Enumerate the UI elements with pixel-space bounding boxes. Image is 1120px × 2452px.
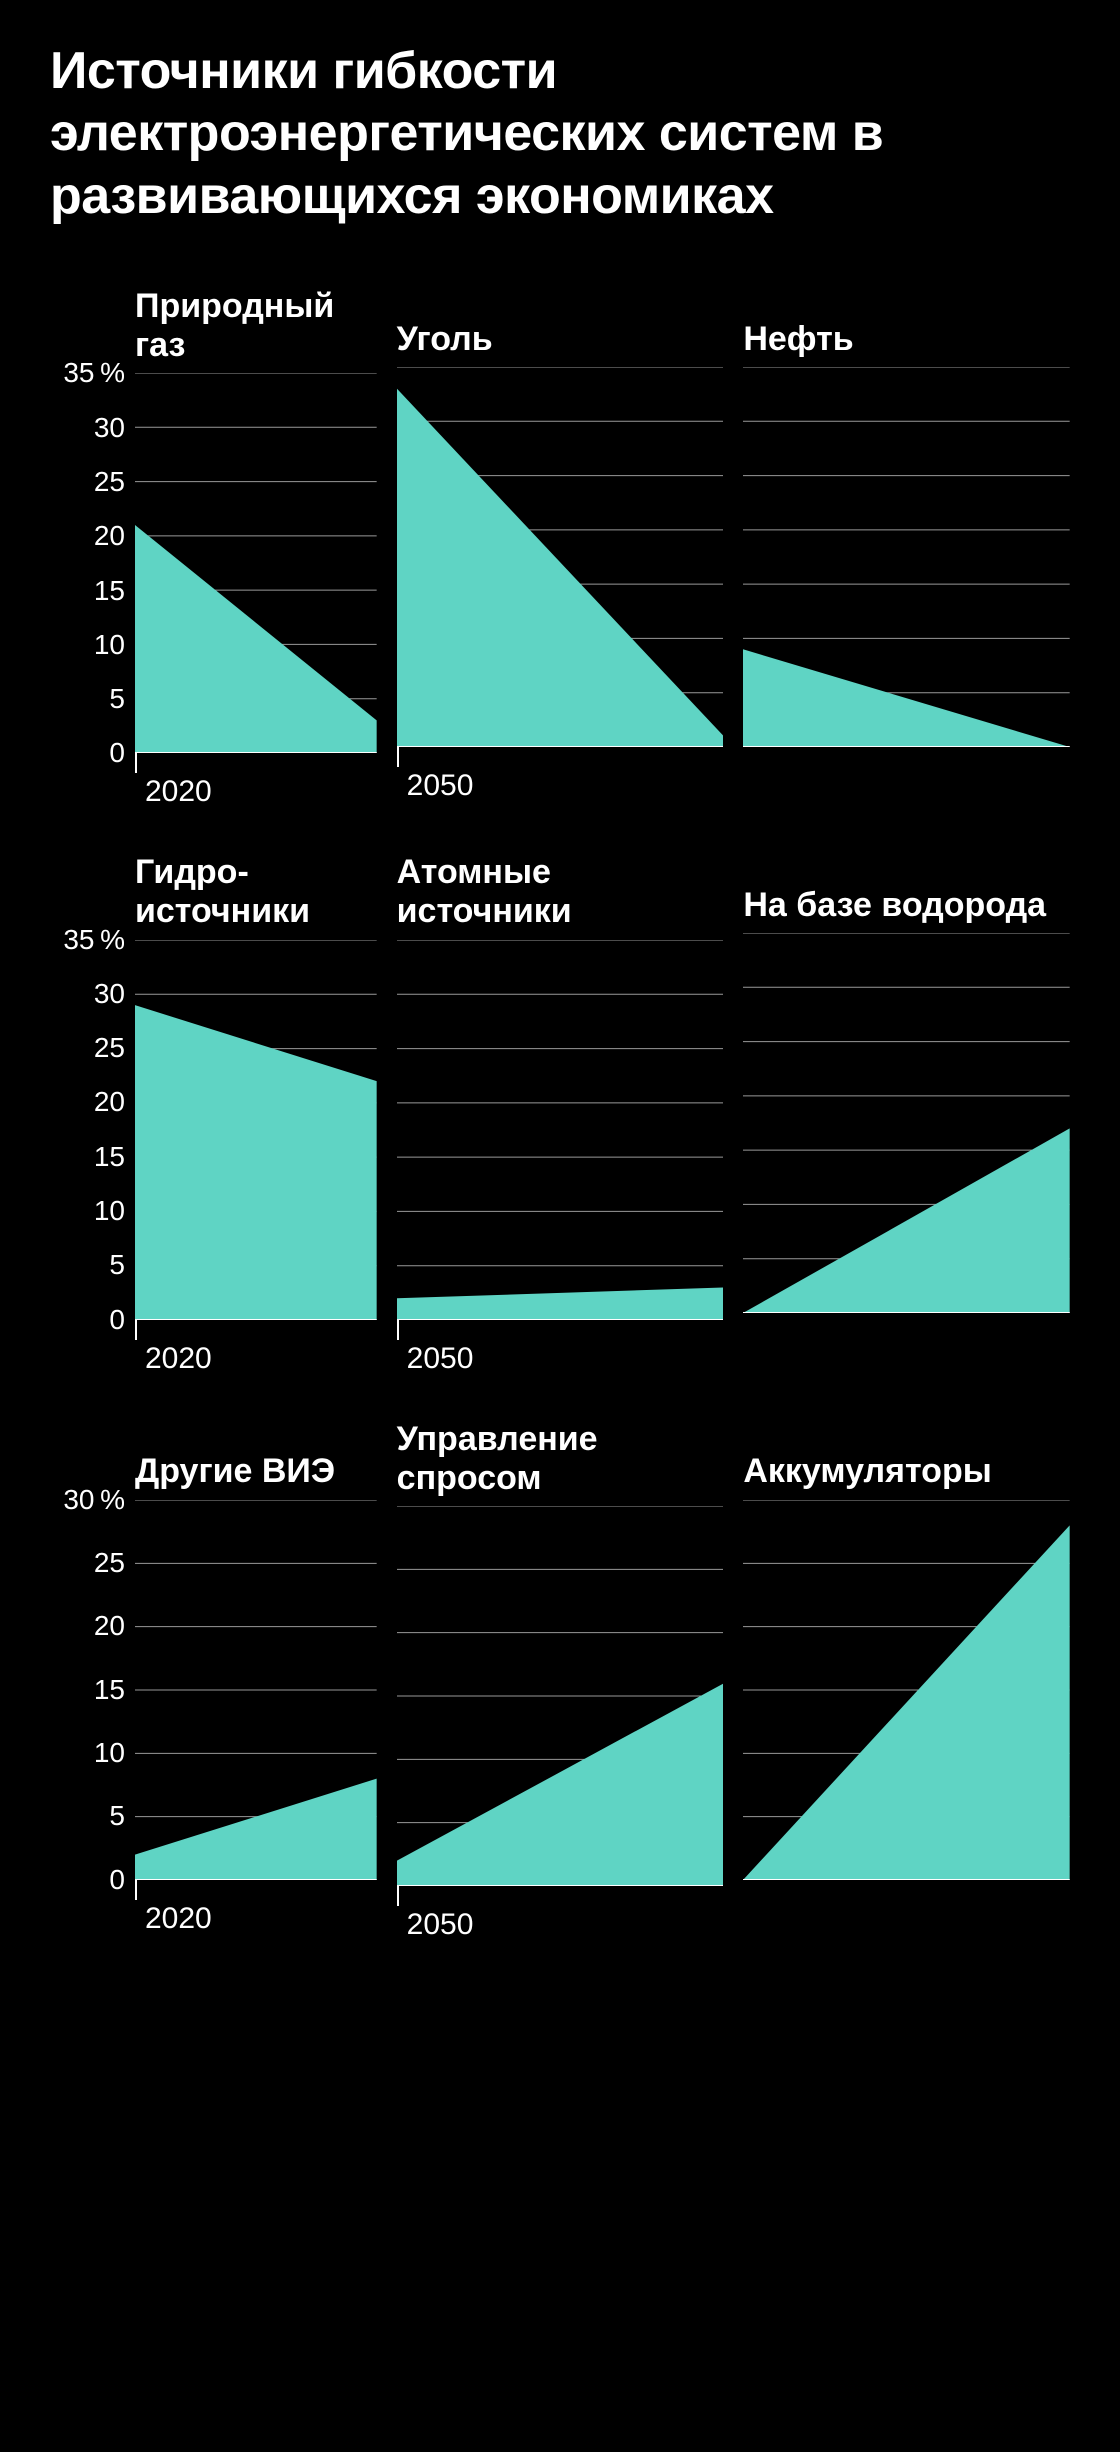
area-fill [743,1129,1070,1314]
panel-title: Аккумуляторы [743,1420,1070,1500]
area-chart [743,367,1070,747]
panel-title: Управление спросом [397,1420,724,1506]
y-tick-label: 20 [94,1086,125,1118]
area-fill [397,1683,724,1886]
y-tick-label: 0 [109,737,125,769]
y-tick-label: 20 [94,1610,125,1642]
chart-row: Природный газ 0 5 10 15 20 25 30 35 % 2020 Уголь 20… [50,287,1070,813]
x-tick-label: 2050 [407,769,474,803]
x-tick-label: 2050 [407,1342,474,1376]
panel-title: На базе водорода [743,853,1070,933]
chart-row: Другие ВИЭ 0 5 10 15 20 25 30 % 2020 Управление с… [50,1420,1070,1946]
chart-panel: Другие ВИЭ 0 5 10 15 20 25 30 % 2020 [50,1420,377,1946]
y-tick-label: 15 [94,1674,125,1706]
y-tick-label: 25 [94,466,125,498]
y-tick-label: 10 [94,1195,125,1227]
chart-panel: Аккумуляторы [743,1420,1070,1946]
x-axis: 2050 [397,1320,724,1380]
area-chart [743,933,1070,1313]
area-fill [135,1005,377,1320]
x-axis: 2050 [397,747,724,807]
chart-panel: Нефть [743,287,1070,813]
y-tick-label: 10 [94,629,125,661]
x-tick-label: 2020 [145,1342,212,1376]
area-chart [743,1500,1070,1880]
y-tick-label: 0 [109,1864,125,1896]
y-tick-label: 30 [94,412,125,444]
chart-panel: Управление спросом 2050 [397,1420,724,1946]
area-chart [135,940,377,1320]
panel-title: Нефть [743,287,1070,367]
area-chart [397,1506,724,1886]
panel-title: Другие ВИЭ [135,1420,377,1500]
area-chart [397,940,724,1320]
chart-panel: На базе водорода [743,853,1070,1379]
x-axis: 2050 [397,1886,724,1946]
chart-panel: Уголь 2050 [397,287,724,813]
y-axis: 05101520253035 % [50,373,135,753]
x-axis: 2020 [135,753,377,813]
area-fill [743,649,1070,747]
chart-panel: Природный газ 0 5 10 15 20 25 30 35 % 2020 [50,287,377,813]
y-tick-label: 20 [94,520,125,552]
area-fill [135,525,377,753]
y-tick-label: 5 [109,683,125,715]
y-axis: 05101520253035 % [50,940,135,1320]
panel-title: Уголь [397,287,724,367]
x-tick-label: 2020 [145,775,212,809]
chart-row: Гидро-источники 0 5 10 15 20 25 30 35 % 2020 Атомн… [50,853,1070,1379]
area-chart [397,367,724,747]
area-fill [743,1525,1070,1880]
small-multiples-grid: Природный газ05101520253035 %2020Уголь20… [50,287,1070,1946]
x-axis: 2020 [135,1320,377,1380]
panel-title: Природный газ [135,287,377,373]
y-tick-label: 5 [109,1249,125,1281]
y-tick-label: 0 [109,1304,125,1336]
y-tick-label: 25 [94,1547,125,1579]
y-tick-label: 10 [94,1737,125,1769]
y-tick-label: 35 % [63,357,125,389]
y-tick-label: 35 % [63,924,125,956]
y-tick-label: 5 [109,1800,125,1832]
y-tick-label: 15 [94,575,125,607]
y-axis: 051015202530 % [50,1500,135,1880]
area-fill [397,389,724,747]
y-tick-label: 30 % [63,1484,125,1516]
chart-panel: Атомные источники 2050 [397,853,724,1379]
area-chart [135,1500,377,1880]
area-chart [135,373,377,753]
y-tick-label: 30 [94,978,125,1010]
area-fill [135,1778,377,1879]
x-axis: 2020 [135,1880,377,1940]
x-tick-label: 2020 [145,1902,212,1936]
panel-title: Атомные источники [397,853,724,939]
panel-title: Гидро-источники [135,853,377,939]
chart-title: Источники гибкости электроэнергетических… [50,40,1070,227]
x-tick-label: 2050 [407,1908,474,1942]
chart-panel: Гидро-источники 0 5 10 15 20 25 30 35 % 2020 [50,853,377,1379]
y-tick-label: 15 [94,1141,125,1173]
area-fill [397,1287,724,1320]
y-tick-label: 25 [94,1032,125,1064]
